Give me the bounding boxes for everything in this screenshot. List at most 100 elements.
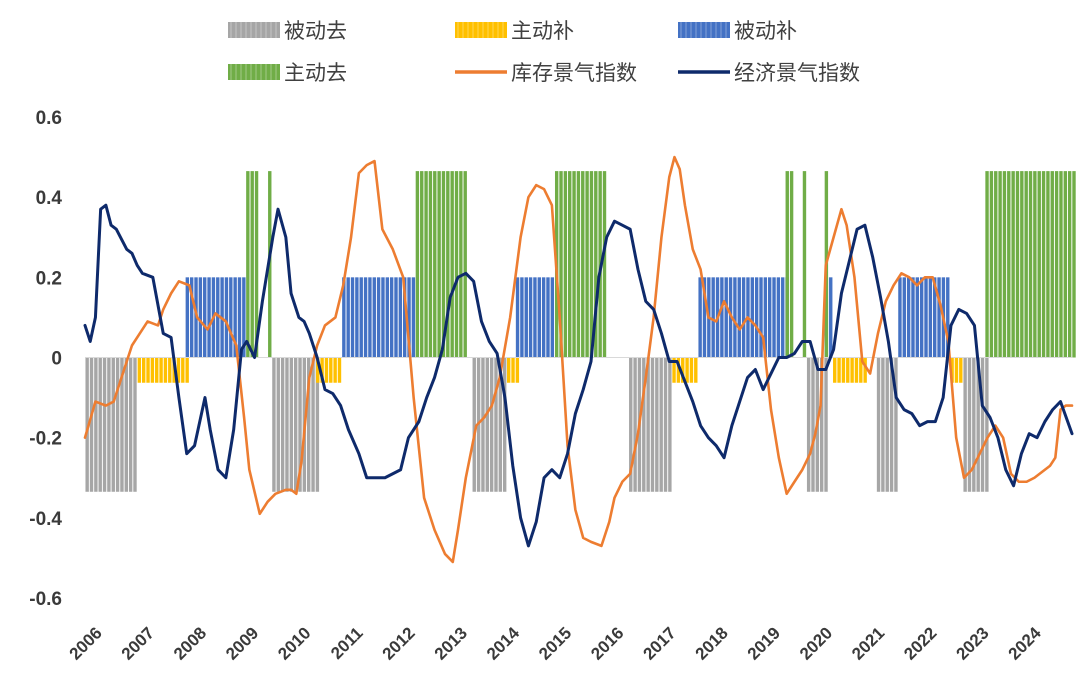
- passive-restock-bar: [906, 277, 911, 358]
- passive-restock-bar: [524, 277, 528, 358]
- active-destock-bar: [1054, 171, 1059, 358]
- active-restock-bar: [685, 357, 689, 383]
- passive-destock-bar: [311, 357, 315, 492]
- passive-restock-period: [342, 277, 416, 358]
- passive-restock-bar: [381, 277, 385, 358]
- passive-destock-bar: [115, 357, 120, 492]
- active-restock-bar: [837, 357, 841, 383]
- active-destock-bar: [437, 171, 441, 358]
- passive-destock-bar: [646, 357, 650, 492]
- passive-restock-bar: [754, 277, 759, 358]
- active-destock-bar: [602, 171, 607, 358]
- x-tick-label: 2007: [118, 623, 158, 663]
- active-destock-bar: [589, 171, 594, 358]
- active-destock-bar: [989, 171, 994, 358]
- active-destock-bar: [1067, 171, 1072, 358]
- passive-destock-bar: [894, 357, 898, 492]
- active-destock-bar: [1024, 171, 1028, 358]
- passive-destock-bar: [811, 357, 815, 492]
- active-restock-bar: [146, 357, 150, 383]
- active-destock-bar: [1007, 171, 1011, 358]
- passive-destock-bar: [659, 357, 663, 492]
- passive-restock-bar: [350, 277, 355, 358]
- passive-restock-bar: [711, 277, 715, 358]
- active-restock-bar: [859, 357, 863, 383]
- active-destock-bar: [1015, 171, 1020, 358]
- active-restock-bar: [694, 357, 698, 383]
- economy-index-line: [83, 203, 1074, 548]
- passive-restock-bar: [537, 277, 541, 358]
- passive-restock-bar: [515, 277, 520, 358]
- active-destock-bar: [1059, 171, 1063, 358]
- passive-restock-bar: [346, 277, 350, 358]
- x-tick-label: 2009: [222, 623, 262, 663]
- active-restock-bar: [181, 357, 185, 383]
- passive-destock-bar: [489, 357, 494, 492]
- passive-destock-bar: [128, 357, 133, 492]
- passive-destock-bar: [885, 357, 889, 492]
- active-destock-bar: [1011, 171, 1015, 358]
- active-destock-bar: [585, 171, 589, 358]
- passive-destock-bar: [293, 357, 298, 492]
- active-restock-period: [316, 357, 342, 383]
- passive-destock-bar: [276, 357, 280, 492]
- passive-destock-bar: [289, 357, 294, 492]
- x-tick-label: 2021: [848, 623, 888, 663]
- active-destock-bar: [446, 171, 450, 358]
- active-restock-bar: [141, 357, 146, 383]
- passive-restock-bar: [741, 277, 746, 358]
- active-restock-bar: [854, 357, 859, 383]
- passive-destock-bar: [89, 357, 94, 492]
- passive-restock-bar: [898, 277, 902, 358]
- y-tick-label: -0.6: [29, 589, 62, 610]
- active-restock-bar: [950, 357, 954, 383]
- legend-active-restock: 主动补: [455, 19, 574, 43]
- active-restock-period: [506, 357, 520, 383]
- active-destock-bar: [985, 171, 989, 358]
- passive-restock-bar: [342, 277, 346, 358]
- passive-restock-bar: [242, 277, 246, 358]
- passive-destock-bar: [111, 357, 115, 492]
- y-tick-label: 0.4: [36, 188, 63, 209]
- x-tick-label: 2022: [900, 623, 940, 663]
- active-restock-bar: [150, 357, 155, 383]
- active-restock-bar: [515, 357, 520, 383]
- active-destock-bar: [568, 171, 572, 358]
- active-destock-bar: [428, 171, 433, 358]
- active-destock-bar: [576, 171, 581, 358]
- passive-destock-bar: [494, 357, 498, 492]
- passive-restock-period: [698, 277, 789, 358]
- passive-restock-bar: [216, 277, 220, 358]
- x-tick-label: 2010: [274, 623, 314, 663]
- active-restock-bar: [337, 357, 342, 383]
- x-tick-label: 2020: [796, 623, 836, 663]
- passive-restock-bar: [528, 277, 533, 358]
- passive-destock-bar: [485, 357, 489, 492]
- passive-destock-bar: [963, 357, 967, 492]
- passive-restock-bar: [398, 277, 403, 358]
- active-destock-bar: [254, 171, 259, 358]
- active-destock-bar: [563, 171, 568, 358]
- active-destock-period: [415, 171, 467, 358]
- passive-destock-bar: [663, 357, 668, 492]
- x-tick-label: 2017: [639, 623, 679, 663]
- passive-destock-bar: [85, 357, 89, 492]
- active-destock-bar: [420, 171, 424, 358]
- active-destock-bar: [463, 171, 467, 358]
- passive-destock-bar: [307, 357, 311, 492]
- x-tick-label: 2008: [170, 623, 210, 663]
- series-lines-layer: [83, 155, 1074, 564]
- passive-restock-bar: [411, 277, 416, 358]
- passive-destock-period: [272, 357, 320, 492]
- passive-restock-bar: [368, 277, 372, 358]
- passive-restock-bar: [394, 277, 398, 358]
- x-tick-label: 2016: [587, 623, 627, 663]
- legend-passive-restock: 被动补: [678, 19, 797, 43]
- active-restock-bar: [168, 357, 172, 383]
- passive-destock-bar: [985, 357, 989, 492]
- passive-destock-bar: [298, 357, 302, 492]
- passive-destock-bar: [629, 357, 633, 492]
- active-restock-bar: [672, 357, 676, 383]
- passive-destock-bar: [280, 357, 285, 492]
- active-restock-bar: [841, 357, 846, 383]
